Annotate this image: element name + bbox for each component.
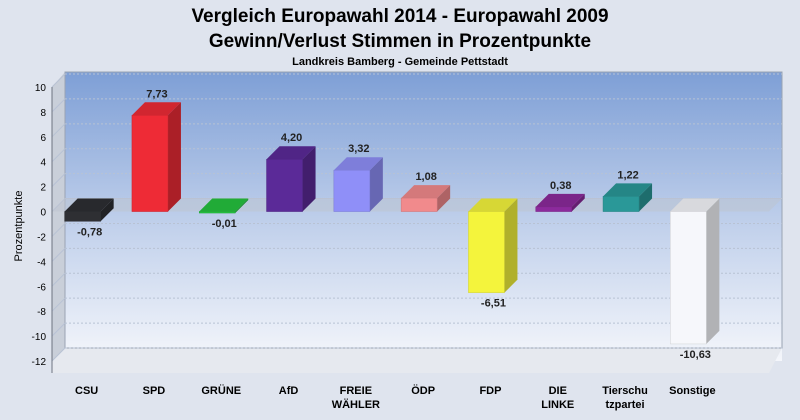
bar-front xyxy=(602,196,640,212)
value-label: -0,01 xyxy=(212,218,237,230)
bar-3 xyxy=(266,146,316,212)
category-label: SPD xyxy=(143,385,166,397)
value-label: -0,78 xyxy=(77,226,102,238)
floor xyxy=(52,348,782,373)
bar-side xyxy=(571,193,585,212)
value-label: 1,22 xyxy=(617,169,638,181)
y-axis-label: Prozentpunkte xyxy=(13,191,25,262)
y-tick-label: 0 xyxy=(40,208,46,219)
y-tick-label: -2 xyxy=(37,232,46,243)
bar-2 xyxy=(199,198,249,214)
category-label: GRÜNE xyxy=(201,384,241,397)
bar-top xyxy=(266,146,316,160)
gridline-side xyxy=(51,248,66,262)
bar-front xyxy=(670,211,707,345)
category-label: FDP xyxy=(479,385,501,397)
bar-side xyxy=(235,198,249,214)
bar-top xyxy=(603,183,653,197)
y-tick-label: -6 xyxy=(37,282,46,293)
category-label: WÄHLER xyxy=(332,398,380,411)
gridline-side xyxy=(51,98,66,113)
bar-8 xyxy=(602,183,653,212)
y-tick-label: 10 xyxy=(35,83,47,94)
value-label: -10,63 xyxy=(680,349,711,361)
chart-subtitle: Landkreis Bamberg - Gemeinde Pettstadt xyxy=(292,56,508,68)
y-tick-label: -10 xyxy=(32,332,47,343)
category-label: Sonstige xyxy=(669,385,715,397)
bar-front xyxy=(535,206,572,212)
gridline-side xyxy=(51,148,66,163)
gridline-side xyxy=(51,297,66,312)
bar-top xyxy=(131,102,181,116)
category-label: AfD xyxy=(279,385,299,397)
bar-side xyxy=(706,198,720,344)
category-label: FREIE xyxy=(340,385,372,397)
y-tick-label: 8 xyxy=(40,108,46,119)
gridline-side xyxy=(51,123,66,138)
bar-7 xyxy=(535,193,585,212)
y-tick-label: -4 xyxy=(37,257,46,268)
bar-top xyxy=(670,198,720,212)
bar-front xyxy=(400,197,438,212)
value-label: 7,73 xyxy=(146,88,167,100)
y-tick-label: 4 xyxy=(40,158,46,169)
bar-side xyxy=(369,157,383,212)
gridline-side xyxy=(51,347,66,362)
category-label: DIE xyxy=(549,385,567,397)
bar-side xyxy=(100,198,114,222)
bar-1 xyxy=(131,102,181,212)
bar-top xyxy=(468,198,518,212)
bar-top xyxy=(401,185,451,199)
category-label: Tierschu xyxy=(602,385,648,397)
left-wall xyxy=(52,72,65,361)
bar-front xyxy=(199,211,236,214)
bar-front xyxy=(64,211,101,222)
chart-title-line2: Gewinn/Verlust Stimmen in Prozentpunkte xyxy=(208,31,592,52)
bar-front xyxy=(131,115,169,212)
bar-side xyxy=(437,185,451,212)
value-label: -6,51 xyxy=(481,298,506,310)
category-label: LINKE xyxy=(541,399,574,411)
bar-6 xyxy=(468,198,518,293)
bar-side xyxy=(302,146,316,212)
bar-side xyxy=(639,183,653,212)
bar-top xyxy=(64,198,114,212)
category-label: tzpartei xyxy=(605,399,644,411)
y-tick-label: -12 xyxy=(32,357,47,368)
bar-side xyxy=(504,198,518,293)
value-label: 3,32 xyxy=(348,143,369,155)
bar-front xyxy=(468,211,505,293)
plot-background xyxy=(65,72,782,361)
gridline-side xyxy=(51,73,66,88)
bar-5 xyxy=(400,185,451,212)
bar-top xyxy=(333,157,383,171)
bar-top xyxy=(199,198,249,212)
gridline-side xyxy=(51,173,66,187)
bar-top xyxy=(535,193,585,207)
value-label: 0,38 xyxy=(550,180,571,192)
value-label: 4,20 xyxy=(281,132,302,144)
chart-title: Vergleich Europawahl 2014 - Europawahl 2… xyxy=(191,6,609,27)
y-tick-label: 2 xyxy=(40,183,46,194)
bar-0 xyxy=(64,198,114,222)
title-block: Vergleich Europawahl 2014 - Europawahl 2… xyxy=(0,4,800,68)
bar-9 xyxy=(670,198,720,345)
gridline-side xyxy=(51,322,66,337)
bar-side xyxy=(167,102,181,212)
gridline-side xyxy=(51,223,66,237)
gridline-side xyxy=(51,272,66,287)
y-tick-label: 6 xyxy=(40,133,46,144)
y-tick-label: -8 xyxy=(37,307,46,318)
category-label: CSU xyxy=(75,385,98,397)
bar-front xyxy=(333,169,371,212)
value-label: 1,08 xyxy=(415,171,436,183)
bar-4 xyxy=(333,157,383,212)
bar-front xyxy=(266,158,303,212)
category-label: ÖDP xyxy=(411,384,435,397)
